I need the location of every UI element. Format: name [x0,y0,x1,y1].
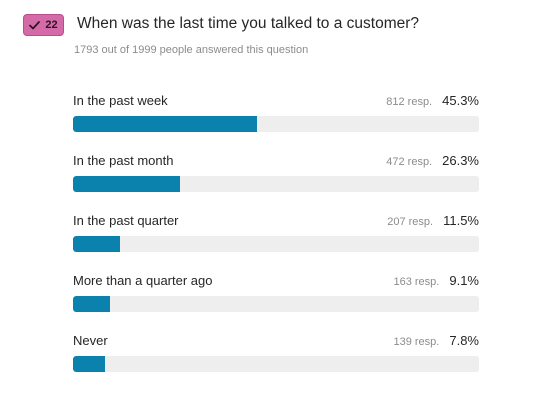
response-count: 139 resp. [393,336,440,348]
answer-stats: 812 resp. 45.3% [386,93,479,108]
answer-row-past-month: In the past month 472 resp. 26.3% [73,148,479,208]
response-count: 812 resp. [386,96,433,108]
answer-stats: 139 resp. 7.8% [393,333,479,348]
progress-fill [73,236,120,252]
answer-list: In the past week 812 resp. 45.3% In the … [73,88,479,388]
answer-stats: 472 resp. 26.3% [386,153,479,168]
response-percent: 7.8% [449,333,479,348]
answer-row-never: Never 139 resp. 7.8% [73,328,479,388]
answer-row-more-than-quarter: More than a quarter ago 163 resp. 9.1% [73,268,479,328]
question-title: When was the last time you talked to a c… [77,15,420,32]
response-count: 207 resp. [387,216,434,228]
answer-row-past-quarter: In the past quarter 207 resp. 11.5% [73,208,479,268]
badge-count: 22 [45,19,58,31]
progress-fill [73,356,105,372]
answer-stats: 163 resp. 9.1% [393,273,479,288]
progress-track [73,296,479,312]
answer-row-past-week: In the past week 812 resp. 45.3% [73,88,479,148]
response-percent: 9.1% [449,273,479,288]
answer-label: In the past week [73,93,168,108]
answer-stats: 207 resp. 11.5% [387,213,479,228]
progress-fill [73,176,180,192]
progress-fill [73,116,257,132]
response-percent: 26.3% [442,153,479,168]
response-count: 163 resp. [393,276,440,288]
answer-label: In the past month [73,153,174,168]
response-percent: 45.3% [442,93,479,108]
answered-summary: 1793 out of 1999 people answered this qu… [74,44,309,56]
answer-label: Never [73,333,108,348]
response-percent: 11.5% [443,213,479,228]
answer-label: In the past quarter [73,213,179,228]
answer-label: More than a quarter ago [73,273,213,288]
check-icon [29,20,41,30]
response-count-badge[interactable]: 22 [23,14,64,36]
progress-fill [73,296,110,312]
progress-track [73,116,479,132]
progress-track [73,236,479,252]
response-count: 472 resp. [386,156,433,168]
progress-track [73,356,479,372]
progress-track [73,176,479,192]
